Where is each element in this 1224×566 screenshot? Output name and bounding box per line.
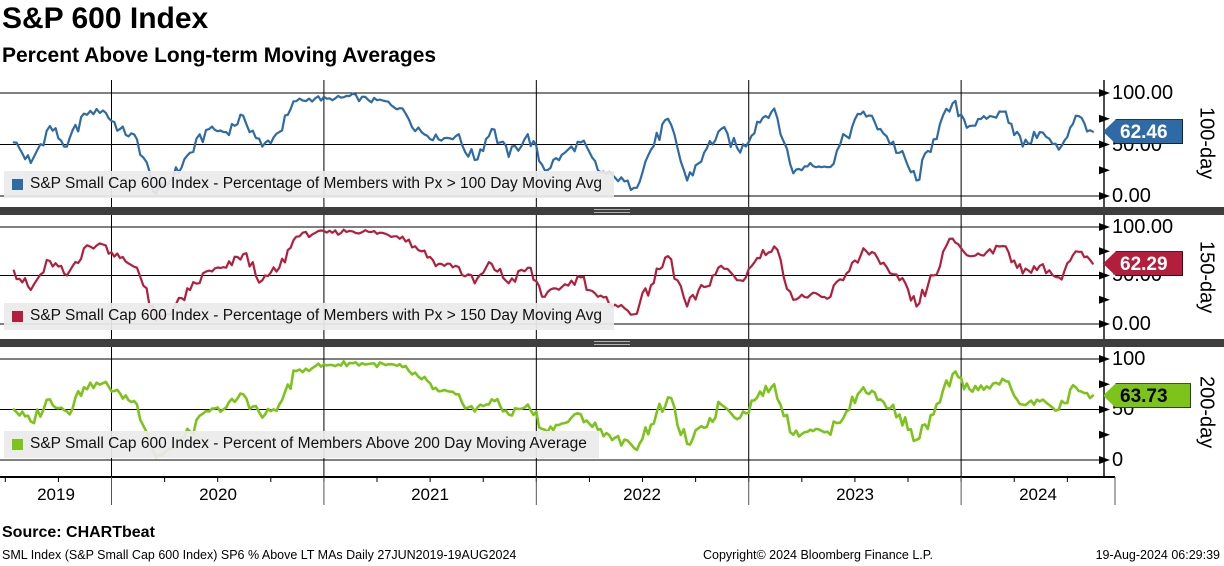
x-tick-label: 2020 — [199, 485, 237, 504]
legend-100-day[interactable]: S&P Small Cap 600 Index - Percentage of … — [4, 171, 614, 198]
panel-plot-100-day — [0, 80, 1110, 207]
timestamp: 19-Aug-2024 06:29:39 — [1095, 548, 1220, 562]
legend-swatch-150-day — [12, 310, 23, 322]
axis-title-200-day: 200-day — [1195, 375, 1218, 449]
panel-100-day — [0, 80, 1224, 207]
x-axis-ticks — [0, 477, 1116, 505]
ytick-label: 0 — [1112, 449, 1124, 471]
ytick-label: 0.00 — [1112, 185, 1151, 207]
last-value-tag-100-day: 62.46 — [1103, 119, 1183, 145]
divider-grip-icon — [594, 209, 630, 213]
copyright-notice: Copyright© 2024 Bloomberg Finance L.P. — [703, 548, 933, 562]
last-value-tag-200-day: 63.73 — [1103, 383, 1191, 409]
panel-plot-200-day — [0, 347, 1115, 477]
page-subtitle: Percent Above Long-term Moving Averages — [2, 44, 437, 67]
ytick-label: 100.00 — [1112, 82, 1174, 104]
panel-divider[interactable] — [0, 339, 1224, 347]
panel-divider[interactable] — [0, 207, 1224, 215]
ytick-label: 100 — [1112, 348, 1146, 370]
x-tick-label: 2021 — [411, 485, 449, 504]
page-title: S&P 600 Index — [2, 2, 209, 35]
axis-title-100-day: 100-day — [1195, 107, 1218, 180]
x-tick-label: 2022 — [623, 485, 661, 504]
legend-150-day[interactable]: S&P Small Cap 600 Index - Percentage of … — [4, 303, 614, 330]
legend-swatch-200-day — [12, 438, 23, 450]
axis-title-150-day: 150-day — [1195, 240, 1218, 314]
source-label: Source: CHARTbeat — [2, 524, 155, 541]
legend-label: S&P Small Cap 600 Index - Percentage of … — [30, 175, 602, 192]
x-axis: 2019 2020 2021 2022 2023 2024 — [0, 477, 1224, 507]
legend-200-day[interactable]: S&P Small Cap 600 Index - Percent of Mem… — [4, 431, 599, 458]
legend-label: S&P Small Cap 600 Index - Percentage of … — [30, 307, 602, 324]
legend-label: S&P Small Cap 600 Index - Percent of Mem… — [30, 435, 587, 452]
x-tick-label: 2024 — [1019, 485, 1057, 504]
panel-200-day — [0, 347, 1224, 477]
chart-description: SML Index (S&P Small Cap 600 Index) SP6 … — [2, 548, 517, 562]
legend-swatch-100-day — [12, 178, 23, 190]
panel-plot-150-day — [0, 215, 1110, 339]
ytick-label: 0.00 — [1112, 313, 1151, 335]
divider-grip-icon — [594, 341, 630, 345]
x-tick-label: 2019 — [37, 485, 75, 504]
panel-150-day — [0, 215, 1224, 339]
x-tick-label: 2023 — [836, 485, 874, 504]
last-value-tag-150-day: 62.29 — [1103, 251, 1183, 277]
ytick-label: 100.00 — [1112, 216, 1174, 238]
